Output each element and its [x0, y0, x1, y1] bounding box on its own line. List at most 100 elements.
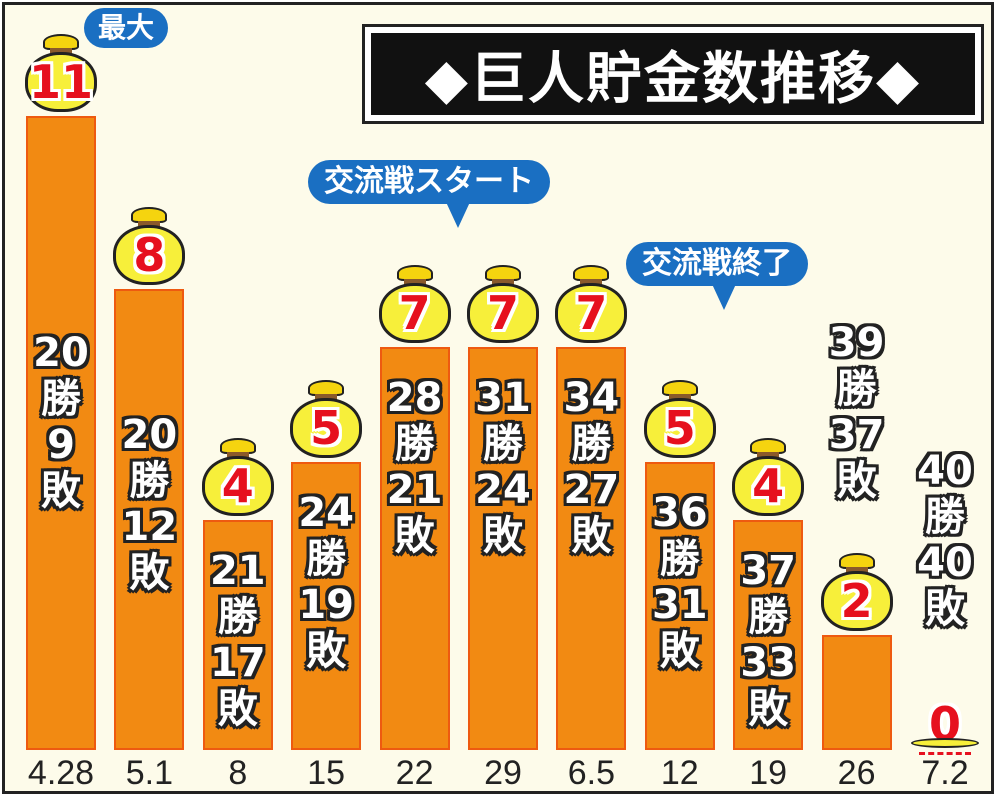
- savings-value: 5: [310, 401, 343, 455]
- wins-count: 21: [209, 547, 266, 594]
- money-bag-icon: 7: [378, 264, 451, 343]
- win-loss-label: 37 勝 33 敗: [733, 548, 803, 732]
- x-axis-tick-label: 15: [307, 754, 346, 792]
- win-loss-label: 20 勝 9 敗: [26, 330, 96, 514]
- x-axis-tick-label: 5.1: [125, 754, 174, 792]
- money-bag-icon: 5: [643, 380, 716, 458]
- x-axis-tick-label: 6.5: [567, 754, 616, 792]
- bar: [202, 519, 273, 750]
- wins-char: 勝: [836, 366, 877, 412]
- win-loss-label: 28 勝 21 敗: [380, 375, 450, 559]
- x-axis-tick-label: 29: [484, 754, 522, 792]
- losses-count: 33: [740, 639, 797, 686]
- zero-marker-icon: 0: [909, 676, 981, 755]
- money-bag-icon: 5: [290, 380, 363, 458]
- chart-title-box: ◆巨人貯金数推移◆: [362, 24, 984, 124]
- interleague-end-bubble: 交流戦終了: [626, 242, 808, 310]
- win-loss-label: 36 勝 31 敗: [645, 490, 715, 674]
- bar: [114, 289, 185, 750]
- money-bag-icon: 8: [113, 207, 186, 286]
- losses-char: 敗: [748, 685, 789, 732]
- bar: [379, 346, 450, 750]
- bubble-pointer-icon: [446, 202, 470, 228]
- losses-count: 31: [651, 582, 708, 628]
- wins-char: 勝: [394, 420, 435, 467]
- x-axis-tick-label: 4.28: [27, 754, 95, 792]
- losses-char: 敗: [217, 685, 258, 732]
- interleague-start-label: 交流戦スタート: [324, 164, 534, 199]
- chart-title: ◆巨人貯金数推移◆: [371, 33, 975, 115]
- interleague-end-label: 交流戦終了: [642, 246, 792, 281]
- wins-char: 勝: [748, 593, 789, 640]
- win-loss-label: 21 勝 17 敗: [203, 548, 273, 732]
- wins-char: 勝: [483, 420, 523, 467]
- savings-value: 7: [575, 285, 608, 340]
- wins-char: 勝: [659, 536, 700, 582]
- win-loss-label: 34 勝 27 敗: [556, 375, 626, 559]
- savings-value: 8: [133, 228, 166, 283]
- losses-char: 敗: [571, 512, 612, 559]
- x-axis-tick-label: 22: [395, 754, 434, 792]
- win-loss-label: 24 勝 19 敗: [291, 490, 361, 674]
- losses-char: 敗: [659, 628, 700, 674]
- wins-count: 28: [386, 374, 443, 421]
- wins-count: 39: [828, 320, 885, 366]
- losses-count: 24: [475, 466, 531, 513]
- win-loss-label: 39 勝 37 敗: [822, 320, 892, 504]
- win-loss-label: 31 勝 24 敗: [468, 375, 538, 559]
- money-bag-icon: 7: [555, 264, 628, 343]
- x-axis-tick-label: 19: [749, 754, 788, 792]
- savings-value: 2: [840, 573, 873, 628]
- wins-char: 勝: [217, 593, 258, 640]
- savings-value: 4: [221, 458, 254, 513]
- money-bag-icon: 4: [732, 437, 805, 516]
- losses-count: 9: [47, 422, 75, 468]
- losses-char: 敗: [483, 512, 523, 559]
- losses-count: 27: [563, 466, 620, 513]
- wins-count: 20: [121, 412, 178, 458]
- losses-count: 12: [121, 504, 178, 550]
- bar: [644, 462, 715, 750]
- wins-char: 勝: [571, 420, 612, 467]
- losses-char: 敗: [394, 512, 435, 559]
- bar: [821, 634, 892, 750]
- wins-count: 31: [475, 374, 531, 421]
- losses-char: 敗: [129, 550, 170, 596]
- x-axis-tick-label: 7.2: [921, 754, 969, 792]
- savings-value: 11: [28, 55, 93, 110]
- max-label-bubble: 最大: [84, 8, 169, 48]
- wins-count: 34: [563, 374, 620, 421]
- win-loss-label: 20 勝 12 敗: [114, 412, 184, 596]
- wins-char: 勝: [129, 458, 170, 504]
- money-bag-icon: 2: [820, 552, 893, 631]
- bubble-pointer-icon: [712, 284, 736, 310]
- money-bag-icon: 7: [467, 264, 539, 343]
- wins-char: 勝: [306, 536, 347, 582]
- bar: [291, 462, 362, 750]
- bar: [26, 116, 96, 750]
- win-loss-label: 40 勝 40 敗: [910, 448, 980, 632]
- x-axis-tick-label: 12: [660, 754, 699, 792]
- x-axis-tick-label: 8: [228, 754, 248, 792]
- wins-char: 勝: [925, 494, 965, 540]
- losses-char: 敗: [41, 468, 81, 514]
- money-bag-icon: 4: [201, 437, 274, 516]
- savings-value: 7: [486, 285, 519, 340]
- savings-value: 7: [398, 285, 431, 340]
- losses-count: 17: [209, 639, 266, 686]
- max-label: 最大: [98, 11, 155, 44]
- wins-count: 40: [917, 448, 973, 494]
- savings-value: 4: [752, 458, 785, 513]
- bar: [733, 519, 804, 750]
- losses-count: 19: [298, 582, 355, 628]
- losses-char: 敗: [836, 458, 877, 504]
- wins-count: 36: [651, 490, 708, 536]
- losses-count: 21: [386, 466, 443, 513]
- wins-count: 24: [298, 490, 355, 536]
- x-axis-tick-label: 26: [837, 754, 876, 792]
- wins-char: 勝: [41, 376, 81, 422]
- bar: [556, 346, 627, 750]
- losses-char: 敗: [925, 586, 965, 632]
- bar: [468, 346, 538, 750]
- interleague-start-bubble: 交流戦スタート: [308, 160, 550, 228]
